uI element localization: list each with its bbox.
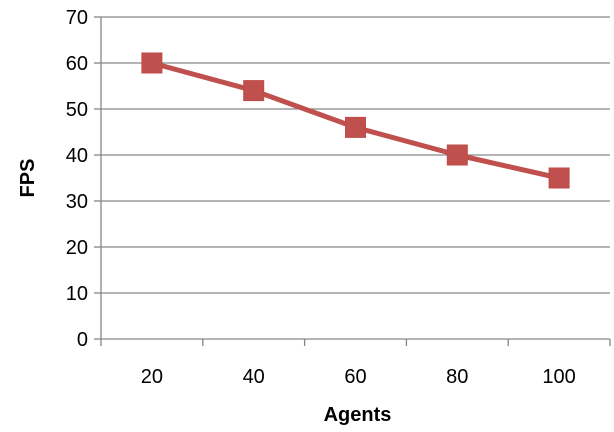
data-point-marker — [243, 80, 265, 102]
y-tick-label: 30 — [66, 191, 88, 213]
grid-lines — [101, 16, 610, 294]
series — [141, 52, 570, 189]
y-tick-label: 70 — [66, 7, 88, 29]
y-tick-label: 0 — [77, 329, 88, 351]
x-tick-label: 60 — [344, 366, 366, 388]
x-axis-title: Agents — [324, 404, 392, 426]
x-tick-label: 80 — [446, 366, 468, 388]
x-tick-label: 100 — [542, 366, 575, 388]
data-point-marker — [446, 144, 468, 166]
x-tick-label: 40 — [243, 366, 265, 388]
y-tick-label: 40 — [66, 145, 88, 167]
y-tick-label: 50 — [66, 99, 88, 121]
y-tick-label: 60 — [66, 53, 88, 75]
axes — [94, 16, 611, 346]
y-tick-labels: 0 10 20 30 40 50 60 70 — [66, 7, 88, 351]
x-tick-label: 20 — [141, 366, 163, 388]
y-tick-label: 20 — [66, 237, 88, 259]
x-tick-labels: 20 40 60 80 100 — [141, 366, 576, 388]
data-point-marker — [548, 167, 570, 189]
y-tick-label: 10 — [66, 283, 88, 305]
y-axis-title: FPS — [17, 159, 39, 198]
data-point-marker — [141, 52, 163, 74]
data-point-marker — [345, 116, 366, 138]
